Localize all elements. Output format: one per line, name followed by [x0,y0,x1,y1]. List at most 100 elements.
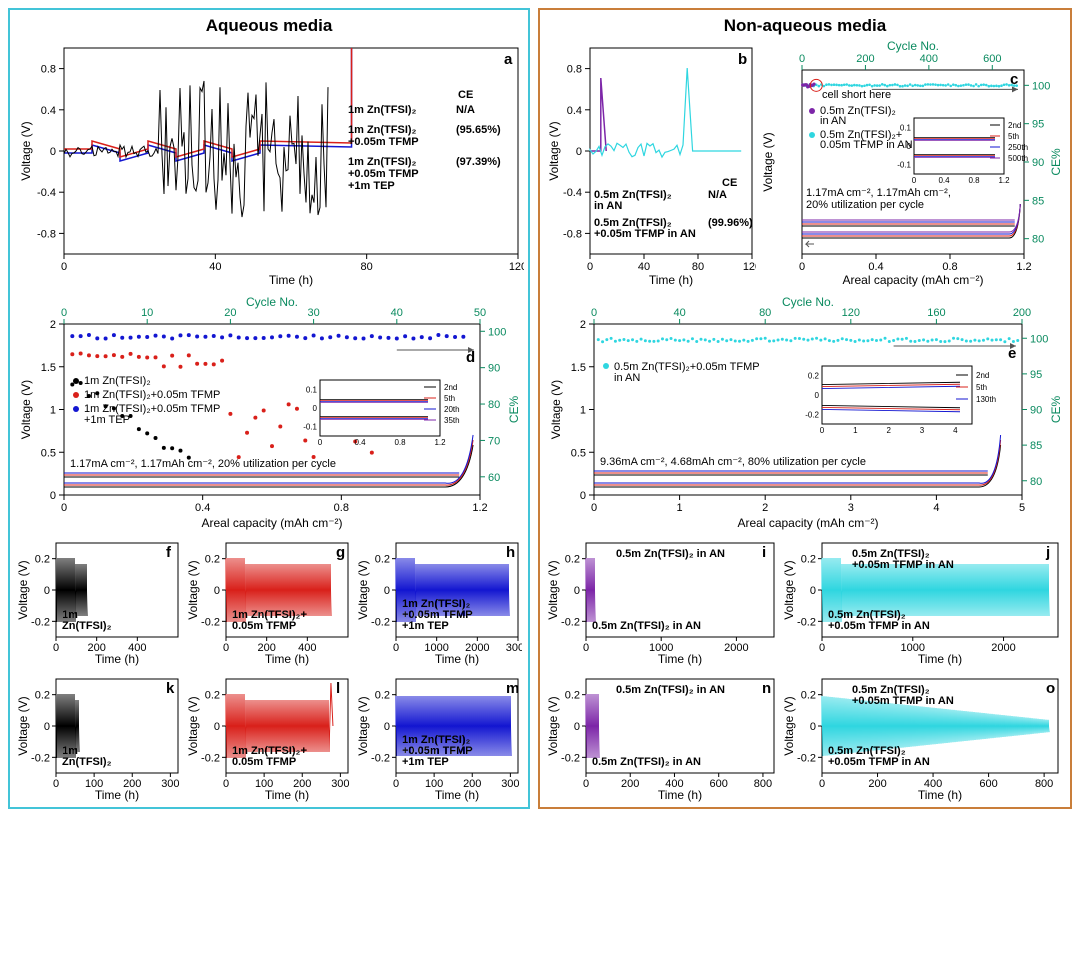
svg-text:Voltage (V): Voltage (V) [186,560,200,619]
svg-text:in AN: in AN [614,372,640,384]
svg-text:0.2: 0.2 [375,690,390,702]
svg-text:0.05m TFMP: 0.05m TFMP [232,756,296,768]
panel-i: -0.200.2010002000Time (h)Voltage (V)i0.5… [546,537,778,667]
svg-text:300: 300 [331,778,349,790]
svg-text:300: 300 [161,778,179,790]
svg-text:0: 0 [214,721,220,733]
svg-text:-0.2: -0.2 [201,752,220,764]
svg-text:Voltage (V): Voltage (V) [19,121,33,180]
panel-d: 00.40.81.200.511.52010203040506070809010… [16,296,522,531]
svg-text:600: 600 [710,778,728,790]
svg-text:5th: 5th [444,394,455,403]
svg-text:3: 3 [920,426,925,435]
svg-text:60: 60 [488,472,500,484]
svg-text:1.2: 1.2 [998,176,1010,185]
svg-text:1.17mA cm⁻², 1.17mAh cm⁻², 20%: 1.17mA cm⁻², 1.17mAh cm⁻², 20% utilizati… [70,458,336,470]
svg-text:2: 2 [762,502,768,514]
svg-text:95: 95 [1030,369,1042,381]
panel-g: -0.200.20200400Time (h)Voltage (V)g1m Zn… [186,537,352,667]
svg-text:Voltage (V): Voltage (V) [356,560,370,619]
panel-h: -0.200.20100020003000Time (h)Voltage (V)… [356,537,522,667]
svg-text:+1m TEP: +1m TEP [348,180,395,192]
svg-text:80: 80 [1030,476,1042,488]
svg-text:40: 40 [638,261,650,273]
svg-text:0.8: 0.8 [567,64,582,76]
svg-text:1: 1 [677,502,683,514]
svg-text:800: 800 [1035,778,1053,790]
svg-text:120: 120 [509,261,524,273]
svg-text:(97.39%): (97.39%) [456,156,501,168]
svg-text:0: 0 [591,307,597,319]
svg-text:500th: 500th [1008,154,1028,163]
svg-text:Voltage (V): Voltage (V) [546,696,560,755]
svg-text:800: 800 [754,778,772,790]
svg-text:l: l [336,680,340,697]
svg-text:Voltage (V): Voltage (V) [19,380,33,439]
svg-text:2: 2 [580,319,586,331]
svg-text:0: 0 [318,438,323,447]
svg-text:Voltage (V): Voltage (V) [782,696,796,755]
svg-text:2000: 2000 [724,642,748,654]
svg-text:N/A: N/A [708,189,727,201]
svg-text:0.4: 0.4 [41,105,56,117]
svg-text:Time (h): Time (h) [95,788,139,802]
svg-text:0.5: 0.5 [571,447,586,459]
svg-text:0.5m Zn(TFSI)₂ in AN: 0.5m Zn(TFSI)₂ in AN [616,548,725,560]
svg-text:+1m TEP: +1m TEP [402,620,449,632]
svg-text:e: e [1008,345,1016,362]
svg-text:k: k [166,680,175,697]
svg-text:3000: 3000 [506,642,522,654]
svg-text:250th: 250th [1008,143,1028,152]
svg-text:400: 400 [920,53,938,65]
svg-text:Zn(TFSI)₂: Zn(TFSI)₂ [62,620,112,632]
svg-text:0.2: 0.2 [35,554,50,566]
svg-text:90: 90 [488,363,500,375]
svg-text:1m Zn(TFSI)₂: 1m Zn(TFSI)₂ [348,156,417,168]
svg-text:2nd: 2nd [1008,121,1021,130]
svg-text:600: 600 [983,53,1001,65]
svg-text:0.4: 0.4 [195,502,210,514]
svg-text:cell short here: cell short here [822,89,891,101]
row-bc: 04080120-0.8-0.400.40.8Time (h)Voltage (… [546,40,1064,290]
panel-o: -0.200.20200400600800Time (h)Voltage (V)… [782,673,1062,803]
svg-text:Time (h): Time (h) [658,652,702,666]
row-ij: -0.200.2010002000Time (h)Voltage (V)i0.5… [546,537,1064,667]
svg-text:80: 80 [1032,234,1044,246]
svg-text:+0.05m TFMP in AN: +0.05m TFMP in AN [594,228,696,240]
svg-text:90: 90 [1030,405,1042,417]
svg-text:i: i [762,544,766,561]
panel-e: 01234500.511.520408012016020080859095100… [546,296,1064,531]
svg-text:Time (h): Time (h) [95,652,139,666]
svg-text:120: 120 [842,307,860,319]
svg-text:+0.05m TFMP: +0.05m TFMP [348,168,419,180]
svg-text:-0.2: -0.2 [31,616,50,628]
svg-text:100: 100 [488,326,506,338]
svg-text:1: 1 [580,405,586,417]
svg-text:-0.8: -0.8 [37,228,56,240]
svg-text:d: d [466,349,475,366]
aqueous-column: Aqueous media 04080120-0.8-0.400.40.8Tim… [8,8,530,809]
svg-text:+0.05m TFMP in AN: +0.05m TFMP in AN [828,756,930,768]
panel-m: -0.200.20100200300Time (h)Voltage (V)m1m… [356,673,522,803]
svg-text:0.8: 0.8 [968,176,980,185]
svg-text:CE%: CE% [1049,396,1063,424]
svg-text:0: 0 [50,490,56,502]
svg-text:Time (h): Time (h) [265,652,309,666]
svg-text:-0.4: -0.4 [563,187,582,199]
svg-text:200: 200 [1013,307,1031,319]
svg-text:Areal capacity (mAh cm⁻²): Areal capacity (mAh cm⁻²) [737,516,878,530]
svg-text:in AN: in AN [594,200,622,212]
svg-text:0.1: 0.1 [306,385,318,394]
svg-text:0: 0 [799,261,805,273]
svg-text:0: 0 [61,502,67,514]
svg-text:200: 200 [868,778,886,790]
panel-l: -0.200.20100200300Time (h)Voltage (V)l1m… [186,673,352,803]
svg-text:0: 0 [53,778,59,790]
svg-text:0: 0 [223,778,229,790]
figure-root: Aqueous media 04080120-0.8-0.400.40.8Tim… [8,8,1072,809]
svg-text:20th: 20th [444,405,460,414]
svg-text:200: 200 [621,778,639,790]
svg-text:h: h [506,544,515,561]
panel-f: -0.200.20200400Time (h)Voltage (V)f1mZn(… [16,537,182,667]
svg-text:-0.2: -0.2 [805,410,819,419]
